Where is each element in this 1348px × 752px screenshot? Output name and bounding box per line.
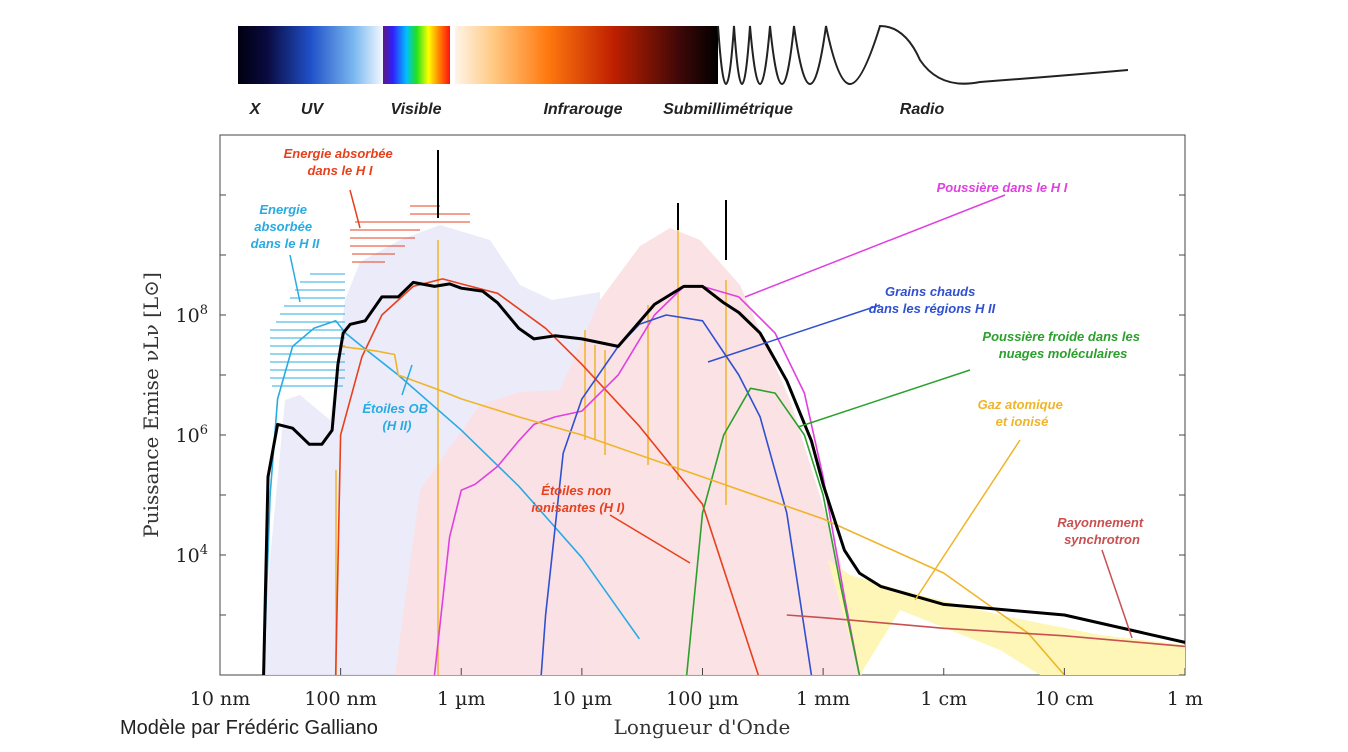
- annotation-ob-stars: Étoiles OB (H II): [362, 401, 431, 433]
- spectrum-band-labels: X UV Visible Infrarouge Submillimétrique…: [249, 101, 945, 118]
- y-tick-label: 106: [176, 423, 208, 447]
- x-tick-label: 1 m: [1167, 688, 1203, 710]
- band-label-radio: Radio: [900, 101, 945, 118]
- annotation-non-ionizing: Étoiles non ionisantes (H I): [531, 483, 624, 515]
- arrow-ob-stars: [401, 364, 413, 396]
- series-line-5: [340, 345, 1066, 676]
- x-tick-label: 100 nm: [304, 688, 377, 710]
- annotation-cold-dust: Poussière froide dans les nuages molécul…: [982, 329, 1143, 361]
- series-line-6: [786, 614, 1186, 648]
- band-label-uv: UV: [301, 101, 325, 118]
- annotation-dust-hi: Poussière dans le H I: [937, 180, 1068, 195]
- arrow-hii-energy: [289, 254, 301, 303]
- annotation-synchrotron: Rayonnement synchrotron: [1057, 515, 1147, 547]
- series-line-3: [540, 314, 813, 676]
- x-axis-title: Longueur d'Onde: [614, 715, 791, 739]
- series-layer: [262, 278, 1186, 676]
- credit-text: Modèle par Frédéric Galliano: [120, 717, 378, 739]
- series-line-2: [433, 285, 861, 676]
- annotation-hi-energy: Energie absorbée dans le H I: [284, 146, 397, 178]
- band-label-infrared: Infrarouge: [543, 101, 622, 118]
- y-tick-label: 104: [176, 543, 208, 567]
- spectrum-bar: [238, 24, 1129, 86]
- arrow-gas: [914, 439, 1021, 601]
- arrow-cold-dust: [797, 369, 971, 428]
- arrow-synchrotron: [1101, 549, 1133, 639]
- arrow-hi-energy: [349, 189, 361, 229]
- hi-hatch: [350, 205, 470, 263]
- annotation-hii-energy: Energie absorbée dans le H II: [251, 202, 320, 251]
- y-axis-title: Puissance Emise νLν [L⊙]: [139, 272, 163, 537]
- x-tick-label: 10 cm: [1035, 688, 1094, 710]
- band-label-submillimeter: Submillimétrique: [663, 101, 793, 118]
- x-tick-label: 10 nm: [190, 688, 250, 710]
- band-label-x: X: [249, 101, 262, 118]
- spectrum-visible-segment: [383, 26, 450, 84]
- spectrum-xuv-segment: [238, 26, 383, 84]
- annotations: Energie absorbée dans le H I Energie abs…: [251, 146, 1147, 547]
- x-tick-label: 1 cm: [920, 688, 967, 710]
- series-line-0: [262, 320, 641, 676]
- x-tick-label: 1 µm: [437, 688, 486, 710]
- band-label-visible: Visible: [391, 101, 442, 118]
- area-fills: [263, 205, 1185, 675]
- x-tick-label: 100 µm: [666, 688, 739, 710]
- annotation-gas: Gaz atomique et ionisé: [978, 397, 1067, 429]
- y-tick-label: 108: [176, 303, 208, 327]
- spectrum-infrared-segment: [455, 26, 718, 84]
- annotation-arrows: [289, 189, 1133, 639]
- arrow-warm-grains: [707, 304, 881, 363]
- radio-wave-icon: [717, 24, 1129, 86]
- arrow-dust-hi: [744, 194, 1006, 298]
- series-line-1: [334, 278, 760, 676]
- series-line-7: [262, 280, 1186, 676]
- series-line-4: [685, 387, 861, 676]
- emission-lines: [335, 230, 727, 675]
- x-tick-label: 1 mm: [796, 688, 850, 710]
- hii-hatch: [270, 273, 345, 387]
- total-emission-spikes: [437, 150, 727, 260]
- x-tick-label: 10 µm: [552, 688, 613, 710]
- arrow-non-ionizing: [609, 514, 691, 564]
- annotation-warm-grains: Grains chauds dans les régions H II: [869, 284, 996, 316]
- axis-layer: 10 nm 100 nm 1 µm 10 µm 100 µm 1 mm 1 cm 10 cm 1…: [176, 134, 1203, 710]
